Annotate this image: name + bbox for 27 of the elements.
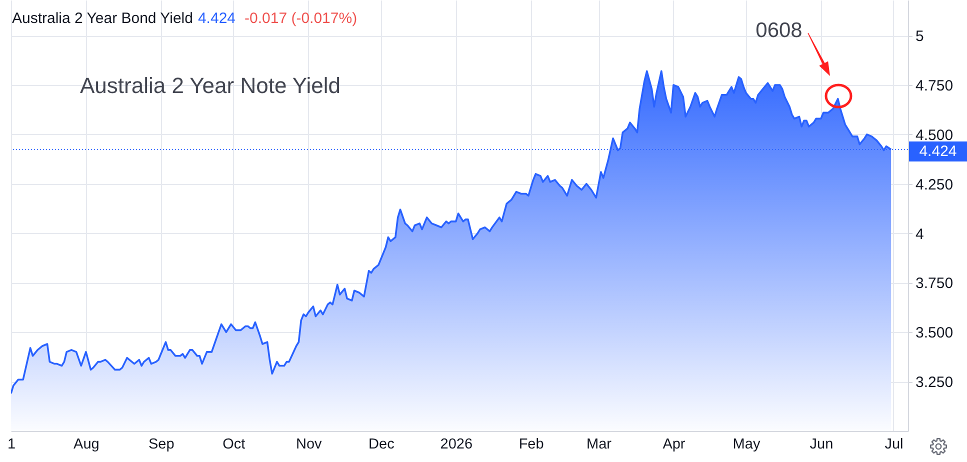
y-tick-label: 4.500 [916, 126, 954, 144]
annotation: 0608 [756, 18, 802, 43]
x-tick-label: Aug [74, 436, 100, 452]
y-tick-label: 3.500 [916, 324, 954, 342]
annotation: Australia 2 Year Note Yield [80, 73, 341, 99]
y-tick-label: 4 [916, 226, 924, 243]
y-tick-label: 4.750 [916, 78, 954, 95]
y-tick-label: 3.250 [916, 374, 954, 392]
x-tick-label: Jul [884, 436, 904, 452]
x-tick-label: Feb [518, 436, 544, 452]
x-tick-label: Mar [586, 436, 612, 452]
x-tick-label: 2026 [440, 436, 473, 452]
y-tick-label: 3.750 [916, 275, 954, 292]
x-tick-label: Apr [662, 436, 686, 452]
y-tick-label: 4.250 [916, 176, 954, 194]
y-tick-label: 5 [916, 28, 924, 46]
annotation: -0.017 (-0.017%) [244, 10, 358, 27]
x-tick-label: Oct [222, 436, 246, 452]
x-tick-label: Sep [148, 436, 174, 452]
x-tick-label: Dec [368, 436, 394, 452]
x-tick-label: Jun [810, 436, 834, 452]
ref-line-label: 4.424 [919, 142, 957, 160]
text: Australia 2 Year Bond Yield [12, 10, 193, 27]
x-tick-label: 1 [7, 436, 16, 452]
x-tick-label: May [732, 436, 761, 452]
annotation: 4.424 [198, 10, 236, 27]
x-tick-label: Nov [296, 436, 323, 452]
